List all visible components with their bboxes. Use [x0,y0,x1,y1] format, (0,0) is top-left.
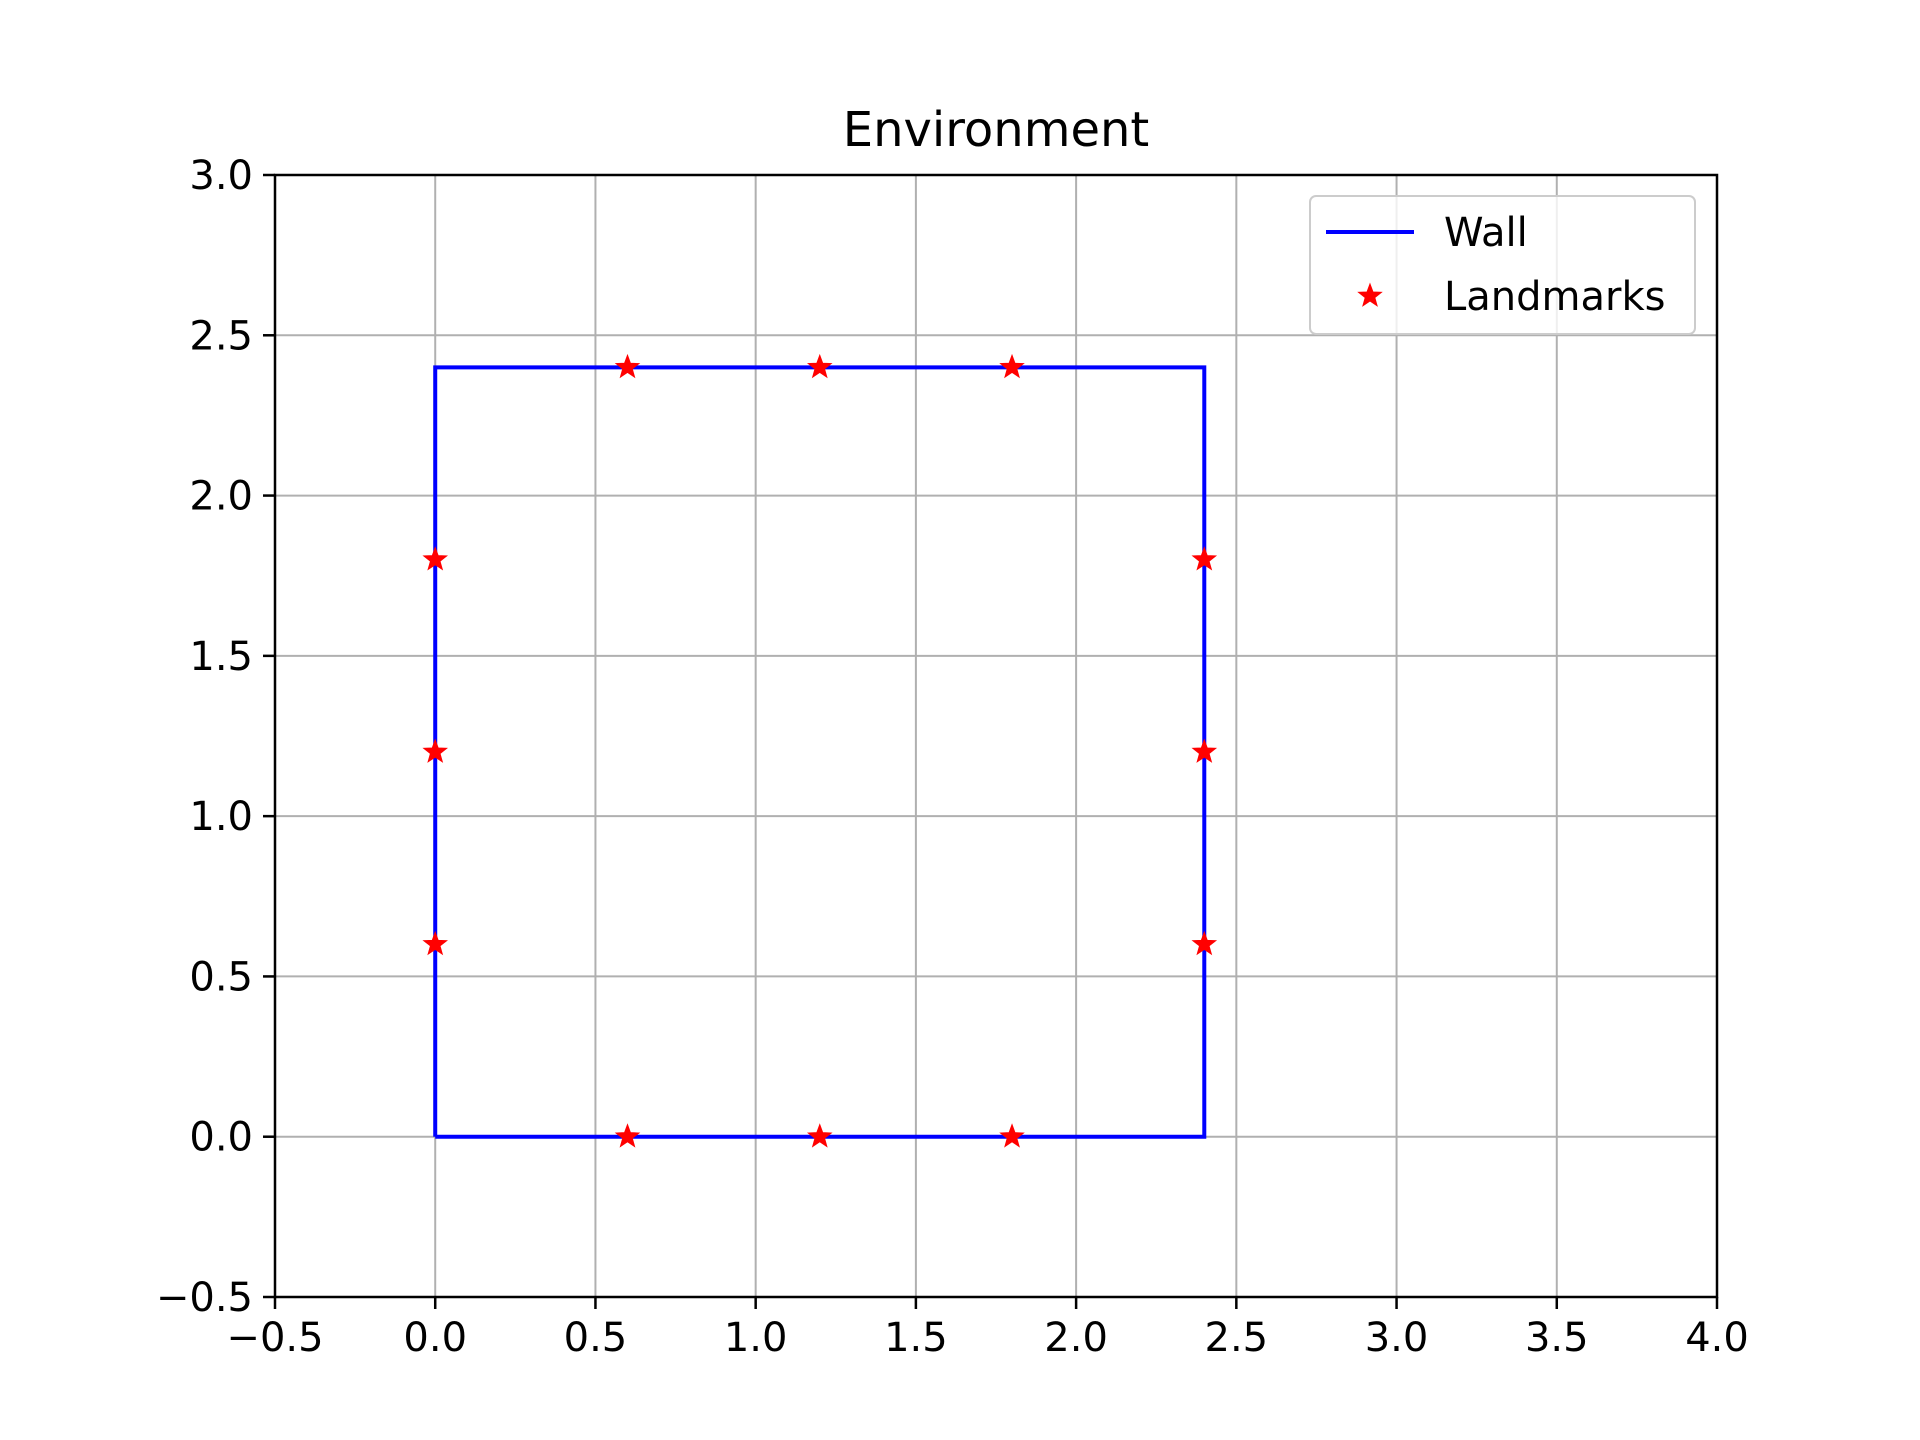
y-tick-label: 0.5 [189,954,253,1000]
y-tick-label: 3.0 [189,153,253,199]
x-tick-label: 2.0 [1044,1315,1108,1361]
wall-line [433,365,1207,1139]
landmark-point [1191,738,1218,763]
x-tick-label: 2.5 [1205,1315,1269,1361]
y-tick-label: 1.0 [189,794,253,840]
x-tick-label: 0.0 [403,1315,467,1361]
axes-frame [273,173,1719,1299]
y-tick-label: 1.5 [189,634,253,680]
landmark-point [999,1123,1025,1148]
landmark-point [1191,546,1218,571]
landmark-point [422,738,449,763]
x-tick-label: 0.5 [564,1315,628,1361]
y-tick-label: 2.5 [189,313,253,359]
landmark-point [614,1123,641,1148]
chart-title: Environment [843,102,1150,158]
landmark-point [422,930,449,956]
y-tick-label: −0.5 [156,1275,253,1321]
x-tick-label: 1.0 [724,1315,788,1361]
plot-area: −0.5 0.0 0.5 1.0 1.5 2.0 2.5 3.0 3.5 4.0 −0.5 0.0 0.… [156,102,1749,1361]
x-tick-label: 3.0 [1365,1315,1429,1361]
x-tick-label: 4.0 [1685,1315,1749,1361]
y-tick-label: 2.0 [189,474,253,520]
landmark-point [614,353,641,379]
legend-landmarks-label: Landmarks [1444,274,1665,320]
landmark-point [806,1123,833,1148]
legend-wall-label: Wall [1444,210,1528,256]
landmark-point [422,546,449,571]
x-tick-label: 1.5 [884,1315,948,1361]
landmark-point [1191,930,1218,956]
y-tick-label: 0.0 [189,1115,253,1161]
landmark-point [999,353,1025,379]
x-tick-label: 3.5 [1525,1315,1589,1361]
landmark-point [806,353,833,379]
x-tick-label: −0.5 [226,1315,323,1361]
legend-landmarks-swatch [1357,282,1383,307]
